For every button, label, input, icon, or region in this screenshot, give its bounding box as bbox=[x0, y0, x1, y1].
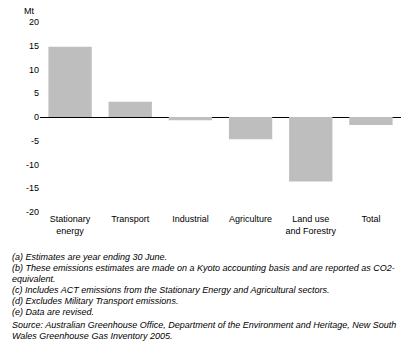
svg-text:5: 5 bbox=[34, 88, 39, 98]
html-text:(a) Estimates are year ending: (a) Estimates are year ending 30 June. bbox=[12, 252, 168, 262]
svg-text:Mt: Mt bbox=[24, 6, 34, 16]
svg-text:Transport: Transport bbox=[111, 214, 150, 224]
svg-text:-5: -5 bbox=[31, 136, 39, 146]
html-text:Source: Australian Greenhouse: Source: Australian Greenhouse Office, De… bbox=[12, 320, 397, 341]
html-text:(c) Includes ACT emissions fro: (c) Includes ACT emissions from the Stat… bbox=[12, 285, 330, 295]
svg-text:Industrial: Industrial bbox=[172, 214, 209, 224]
svg-text:-15: -15 bbox=[26, 183, 39, 193]
html-text:(b) These emissions estimates: (b) These emissions estimates are made o… bbox=[12, 263, 395, 284]
svg-text:-20: -20 bbox=[26, 207, 39, 217]
svg-text:Agriculture: Agriculture bbox=[229, 214, 272, 224]
html-text:(d) Excludes Military Transpor: (d) Excludes Military Transport emission… bbox=[12, 296, 179, 306]
svg-text:Land useand Forestry: Land useand Forestry bbox=[285, 214, 336, 236]
svg-text:-10: -10 bbox=[26, 160, 39, 170]
svg-text:0: 0 bbox=[34, 112, 39, 122]
html-text:(e) Data are revised.: (e) Data are revised. bbox=[12, 307, 94, 317]
svg-text:20: 20 bbox=[29, 17, 39, 27]
svg-text:Stationaryenergy: Stationaryenergy bbox=[50, 214, 91, 236]
svg-text:10: 10 bbox=[29, 65, 39, 75]
svg-text:Total: Total bbox=[361, 214, 380, 224]
svg-text:15: 15 bbox=[29, 41, 39, 51]
